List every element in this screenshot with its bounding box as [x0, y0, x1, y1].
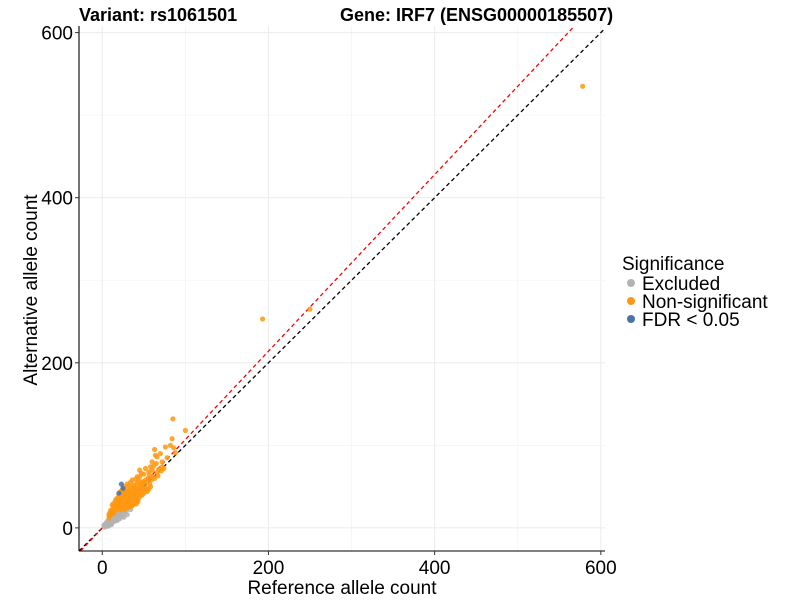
point-non-significant	[149, 459, 155, 465]
identity-line	[78, 28, 606, 552]
data-points	[101, 83, 586, 530]
legend-key-excluded	[627, 279, 635, 287]
y-tick-label: 0	[62, 519, 73, 540]
point-non-significant	[125, 489, 131, 495]
y-tick-label: 200	[41, 354, 73, 375]
legend-key-non-significant	[627, 297, 635, 305]
point-non-significant	[124, 497, 130, 503]
point-fdr-0-05	[120, 485, 126, 491]
point-non-significant	[580, 83, 586, 89]
point-non-significant	[133, 483, 139, 489]
point-non-significant	[106, 512, 112, 518]
point-non-significant	[134, 474, 140, 480]
chart-title-gene: Gene: IRF7 (ENSG00000185507)	[340, 5, 613, 25]
point-non-significant	[138, 470, 144, 476]
point-non-significant	[172, 450, 178, 456]
y-axis-title: Alternative allele count	[21, 194, 42, 386]
point-excluded	[113, 515, 119, 521]
point-excluded	[108, 522, 114, 528]
legend-key-fdr-0-05	[627, 315, 635, 323]
point-non-significant	[170, 416, 176, 422]
point-excluded	[117, 516, 123, 522]
legend-label-fdr-0-05: FDR < 0.05	[642, 310, 740, 331]
point-fdr-0-05	[118, 481, 124, 487]
point-non-significant	[159, 459, 165, 465]
point-non-significant	[169, 436, 175, 442]
point-non-significant	[142, 465, 149, 472]
tick-labels: 0 200 400 600 0 200 400 600	[41, 24, 616, 579]
chart-title-variant: Variant: rs1061501	[79, 5, 237, 25]
point-non-significant	[307, 306, 313, 312]
point-excluded	[102, 522, 108, 528]
point-non-significant	[154, 454, 160, 460]
legend-label-non-significant: Non-significant	[642, 292, 768, 313]
y-tick-label: 600	[41, 24, 73, 45]
plot-area: 0 200 400 600 0 200 400 600	[41, 24, 616, 579]
legend: Significance ExcludedNon-significantFDR …	[622, 254, 768, 331]
x-tick-label: 0	[97, 558, 108, 579]
legend-label-excluded: Excluded	[642, 274, 720, 295]
x-tick-label: 200	[253, 558, 285, 579]
point-non-significant	[162, 444, 168, 450]
point-non-significant	[171, 445, 177, 451]
point-non-significant	[135, 498, 141, 505]
point-non-significant	[152, 446, 158, 453]
x-tick-label: 400	[419, 558, 451, 579]
legend-title: Significance	[622, 254, 724, 275]
point-non-significant	[136, 478, 142, 484]
x-tick-label: 600	[585, 558, 617, 579]
point-non-significant	[161, 465, 167, 472]
point-non-significant	[260, 316, 266, 322]
point-non-significant	[157, 451, 163, 457]
y-tick-label: 400	[41, 189, 73, 210]
point-fdr-0-05	[116, 490, 122, 496]
point-non-significant	[147, 484, 154, 490]
point-non-significant	[164, 455, 170, 461]
point-non-significant	[155, 473, 161, 479]
axes	[75, 26, 605, 555]
point-non-significant	[141, 479, 147, 486]
point-non-significant	[109, 502, 115, 508]
point-non-significant	[182, 427, 188, 434]
point-non-significant	[147, 472, 153, 478]
point-non-significant	[147, 464, 154, 470]
point-excluded	[124, 512, 130, 518]
x-axis-title: Reference allele count	[247, 578, 437, 599]
